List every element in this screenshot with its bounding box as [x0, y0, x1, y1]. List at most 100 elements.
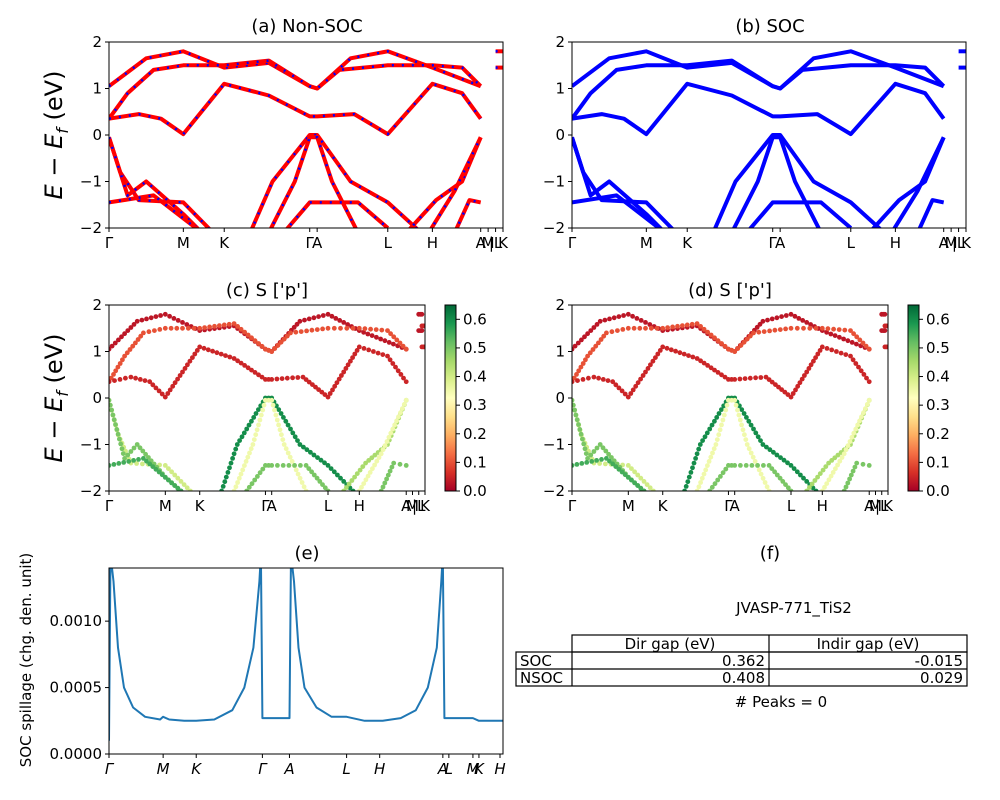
table-cell: 0.362	[722, 652, 765, 670]
band-point	[380, 484, 386, 490]
band-point	[419, 311, 425, 317]
band-point	[299, 480, 305, 485]
band-point	[625, 475, 631, 480]
band-point	[788, 325, 794, 331]
band-point	[797, 380, 803, 386]
band-point	[322, 460, 327, 466]
x-tick-label: H	[374, 760, 385, 778]
band-point	[109, 463, 112, 468]
band-point	[764, 444, 769, 450]
band-point	[253, 432, 259, 438]
band-point	[245, 454, 251, 460]
band-point	[694, 451, 700, 457]
band-point	[403, 463, 409, 468]
band-point	[236, 475, 242, 481]
band-point	[781, 457, 787, 463]
band-point	[698, 358, 703, 364]
band-point	[123, 375, 128, 381]
band-point	[829, 347, 835, 353]
band-point	[197, 325, 203, 331]
band-point	[641, 488, 647, 491]
band-point	[760, 442, 766, 447]
band-point	[360, 464, 366, 469]
band-point	[579, 461, 585, 466]
band-point	[580, 361, 586, 366]
band-point	[128, 325, 134, 330]
band-point	[281, 442, 287, 447]
band-line	[731, 135, 821, 228]
band-point	[125, 328, 131, 333]
x-tick-label: H	[890, 234, 901, 252]
band-point	[109, 397, 112, 403]
band-point	[625, 463, 631, 468]
band-point	[252, 338, 258, 344]
band-point	[245, 332, 251, 338]
band-point	[851, 430, 857, 436]
band-point	[134, 442, 140, 447]
band-point	[732, 349, 738, 354]
band-point	[256, 407, 261, 412]
band-point	[170, 383, 176, 389]
band-point	[719, 372, 724, 378]
band-point	[375, 350, 381, 356]
band-point	[596, 340, 601, 346]
band-point	[311, 472, 317, 478]
band-point	[392, 422, 398, 428]
band-point	[185, 325, 191, 331]
band-point	[613, 464, 619, 469]
band-point	[766, 488, 772, 491]
band-point	[801, 325, 806, 331]
band-point	[327, 391, 333, 396]
band-point	[744, 415, 749, 420]
band-point	[128, 449, 134, 454]
band-point	[112, 340, 118, 346]
band-line-dashed	[109, 136, 199, 228]
band-point	[653, 355, 658, 360]
band-point	[274, 417, 280, 423]
band-point	[398, 410, 403, 416]
band-point	[712, 367, 717, 373]
y-tick-label: 2	[92, 33, 102, 51]
band-point	[850, 357, 856, 363]
band-point	[378, 336, 383, 342]
band-point	[832, 333, 838, 338]
band-point	[329, 313, 335, 319]
table-cell: 0.029	[920, 669, 963, 687]
x-tick-label: M	[406, 497, 419, 515]
band-point	[701, 360, 707, 366]
band-point	[136, 457, 141, 462]
band-point	[824, 481, 830, 486]
band-point	[815, 474, 820, 480]
band-point	[187, 488, 193, 491]
band-point	[387, 468, 393, 474]
band-point	[863, 343, 869, 349]
band-point	[866, 346, 872, 352]
band-point	[714, 437, 720, 442]
x-tick-label: K	[474, 760, 485, 778]
y-tick-label: 0.0010	[50, 612, 103, 630]
band-point	[629, 466, 634, 471]
colorbar-tick-label: 0.5	[463, 339, 487, 357]
table-header-dir: Dir gap (eV)	[625, 635, 716, 653]
band-point	[320, 326, 325, 332]
plot-area	[109, 311, 425, 491]
band-point	[274, 376, 280, 382]
y-tick-label: 0.0000	[50, 745, 103, 763]
band-point	[616, 385, 622, 391]
band-point	[380, 447, 386, 453]
band-point	[131, 445, 137, 451]
band-point	[581, 441, 587, 447]
band-line-dashed	[455, 198, 481, 228]
band-point	[774, 315, 780, 321]
band-point	[259, 374, 265, 380]
band-point	[290, 430, 296, 436]
band-point	[372, 452, 378, 458]
band-point	[346, 481, 352, 487]
band-point	[588, 452, 594, 458]
x-tick-label: A	[437, 760, 448, 778]
band-point	[272, 346, 278, 351]
band-point	[168, 325, 174, 331]
band-point	[591, 374, 597, 380]
x-tick-label: A	[401, 497, 412, 515]
